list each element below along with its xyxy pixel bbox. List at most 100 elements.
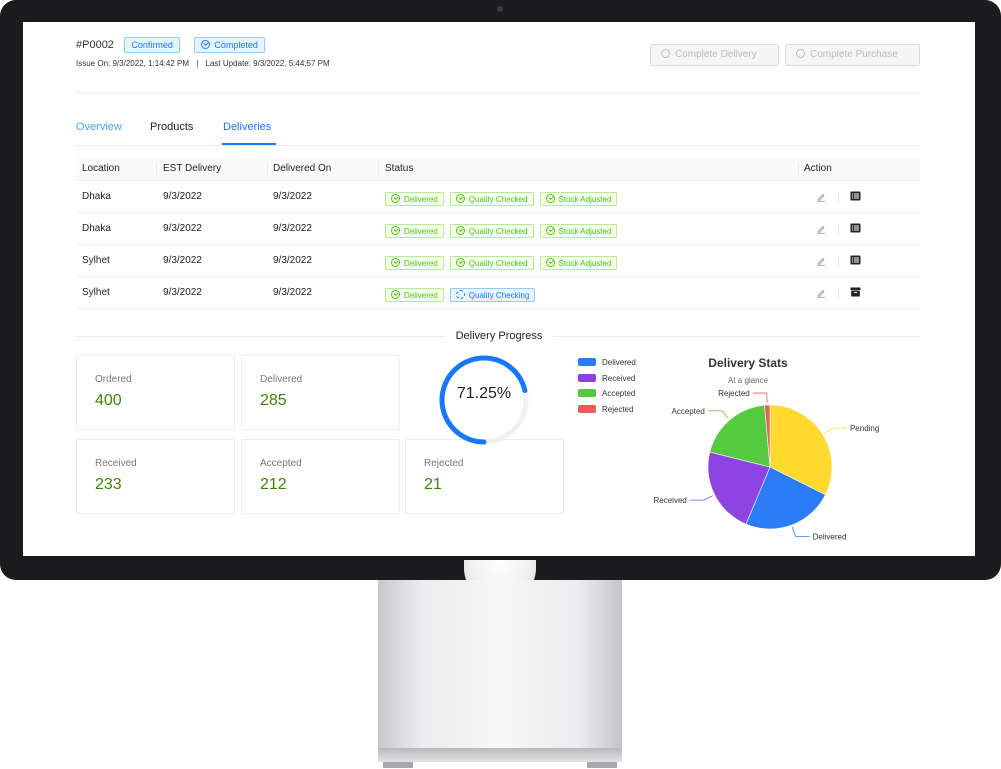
- status-badge: Quality Checked: [449, 255, 534, 270]
- status-badge: Quality Checked: [449, 223, 534, 238]
- edit-icon[interactable]: [816, 288, 826, 298]
- list-icon[interactable]: [850, 191, 861, 201]
- status-badge: Stock Adjusted: [539, 223, 618, 238]
- confirmed-tag: Confirmed: [124, 36, 180, 53]
- section-divider-left: [76, 336, 446, 337]
- tab-deliveries[interactable]: Deliveries: [223, 121, 272, 133]
- pie-label-line: [752, 392, 768, 404]
- cell-est-delivery: 9/3/2022: [163, 287, 202, 298]
- check-circle-icon: [545, 225, 555, 235]
- stat-card-received: Received 233: [76, 439, 235, 514]
- check-circle-icon: [545, 193, 555, 203]
- cell-est-delivery: 9/3/2022: [163, 191, 202, 202]
- edit-icon[interactable]: [816, 256, 826, 266]
- check-circle-icon: [455, 193, 465, 203]
- check-circle-icon: [391, 225, 400, 235]
- legend-rejected[interactable]: Rejected: [578, 405, 634, 414]
- cell-delivered-on: 9/3/2022: [273, 255, 312, 266]
- table-row: Sylhet 9/3/2022 9/3/2022 Delivered Quality C…: [76, 245, 920, 277]
- pie-slice-rejected[interactable]: [764, 404, 771, 468]
- order-header: #P0002 Confirmed Completed: [76, 36, 275, 54]
- pie-label-line: [791, 526, 810, 537]
- table-header: Location EST Delivery Delivered On Statu…: [76, 157, 920, 181]
- edit-icon[interactable]: [816, 192, 826, 202]
- order-meta: Issue On: 9/3/2022, 1:14:42 PM | Last Up…: [76, 59, 330, 68]
- list-icon[interactable]: [850, 255, 861, 265]
- column-header-est-delivery[interactable]: EST Delivery: [163, 163, 222, 174]
- cell-est-delivery: 9/3/2022: [163, 223, 202, 234]
- status-badge: Delivered: [385, 191, 444, 206]
- archive-icon[interactable]: [850, 287, 861, 297]
- cell-location: Dhaka: [82, 191, 111, 202]
- pie-label-accepted: Accepted: [672, 407, 705, 416]
- check-circle-icon: [391, 289, 400, 299]
- column-header-location[interactable]: Location: [82, 163, 120, 174]
- pie-label-delivered: Delivered: [813, 532, 847, 541]
- complete-delivery-button[interactable]: Complete Delivery: [650, 44, 779, 66]
- table-row: Sylhet 9/3/2022 9/3/2022 Delivered Quality C…: [76, 277, 920, 309]
- pie-slice-delivered[interactable]: [745, 466, 826, 530]
- stat-card-rejected: Rejected 21: [405, 439, 564, 514]
- legend-delivered[interactable]: Delivered: [578, 358, 636, 367]
- order-id: #P0002: [76, 38, 114, 51]
- stat-card-ordered: Ordered 400: [76, 355, 235, 430]
- tabs-divider: [76, 145, 920, 146]
- chart-title: Delivery Stats: [708, 356, 788, 370]
- gauge-percentage: 71.25%: [456, 385, 512, 402]
- pie-label-received: Received: [653, 496, 686, 505]
- column-header-action[interactable]: Action: [804, 163, 832, 174]
- check-circle-icon: [796, 49, 805, 58]
- status-badge: Stock Adjusted: [539, 191, 618, 206]
- delivery-progress-title: Delivery Progress: [455, 330, 543, 342]
- pie-slice-pending[interactable]: [769, 404, 833, 496]
- tab-products[interactable]: Products: [150, 121, 194, 133]
- last-update-date: 9/3/2022, 5:44:57 PM: [253, 59, 330, 68]
- legend-received[interactable]: Received: [578, 374, 635, 383]
- pie-slice-received[interactable]: [707, 451, 771, 525]
- legend-accepted[interactable]: Accepted: [578, 389, 635, 398]
- stat-card-delivered: Delivered 285: [241, 355, 400, 430]
- sync-icon: [455, 289, 465, 299]
- pie-slice-accepted[interactable]: [709, 404, 771, 468]
- column-header-status[interactable]: Status: [385, 163, 414, 174]
- cell-est-delivery: 9/3/2022: [163, 255, 202, 266]
- delivery-progress-gauge: [439, 355, 529, 445]
- check-circle-icon: [455, 257, 465, 267]
- completed-tag: Completed: [194, 36, 265, 53]
- table-row: Dhaka 9/3/2022 9/3/2022 Delivered Quality Ch…: [76, 213, 920, 245]
- active-tab-indicator: [222, 143, 276, 145]
- chart-subtitle: At a glance: [727, 376, 769, 385]
- app-screen: #P0002 Confirmed Completed Issue On: 9/3…: [23, 22, 975, 556]
- tab-overview[interactable]: Overview: [76, 121, 122, 133]
- status-badge: Delivered: [385, 255, 444, 270]
- check-circle-icon: [661, 49, 670, 58]
- gauge-arc: [439, 355, 529, 445]
- pie-label-line: [824, 427, 847, 434]
- header-divider: [76, 92, 920, 93]
- complete-purchase-button[interactable]: Complete Purchase: [785, 44, 920, 66]
- status-badge: Quality Checked: [449, 191, 534, 206]
- status-cell: Delivered Quality Checked Stock Adjusted: [385, 222, 623, 240]
- status-cell: Delivered Quality Checked Stock Adjusted: [385, 254, 623, 272]
- cell-location: Sylhet: [82, 287, 110, 298]
- status-cell: Delivered Quality Checked Stock Adjusted: [385, 190, 623, 208]
- table-body: Dhaka 9/3/2022 9/3/2022 Delivered Quality Ch…: [76, 181, 920, 309]
- list-icon[interactable]: [850, 223, 861, 233]
- pie-label-line: [689, 495, 713, 501]
- edit-icon[interactable]: [816, 224, 826, 234]
- cell-location: Sylhet: [82, 255, 110, 266]
- pie-label-rejected: Rejected: [718, 389, 750, 398]
- cell-delivered-on: 9/3/2022: [273, 191, 312, 202]
- cell-location: Dhaka: [82, 223, 111, 234]
- cell-delivered-on: 9/3/2022: [273, 223, 312, 234]
- check-circle-icon: [455, 225, 465, 235]
- monitor-stand: [378, 580, 622, 750]
- pie-label-line: [707, 410, 729, 419]
- delivery-stats-pie: Pending Delivered Received Accepted Rejected: [653, 389, 879, 541]
- pie-label-pending: Pending: [850, 424, 879, 433]
- check-circle-icon: [545, 257, 555, 267]
- status-badge: Stock Adjusted: [539, 255, 618, 270]
- check-circle-icon: [391, 257, 400, 267]
- stand-base: [378, 748, 622, 762]
- column-header-delivered-on[interactable]: Delivered On: [273, 163, 332, 174]
